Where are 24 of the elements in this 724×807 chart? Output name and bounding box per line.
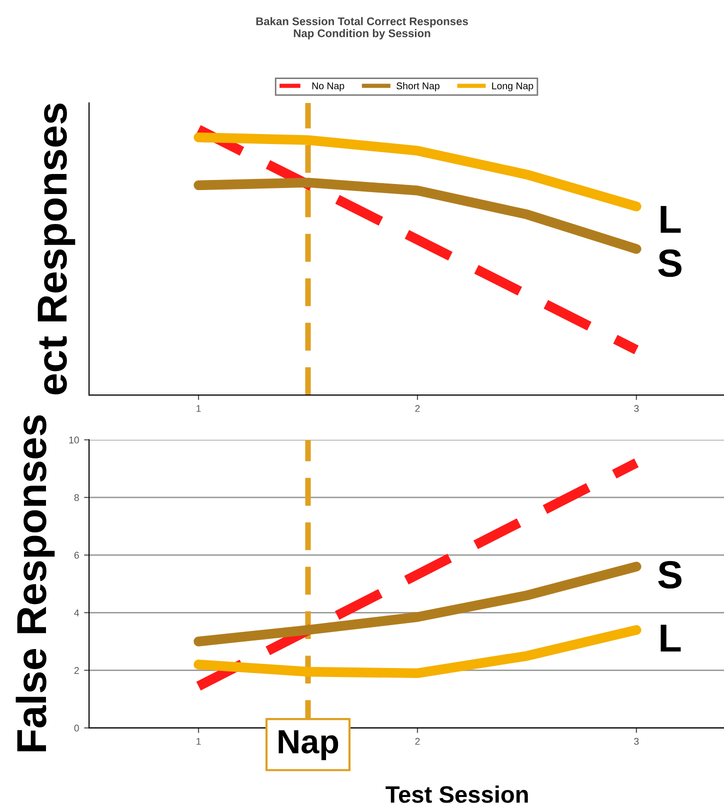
y-tick-label: 10 <box>69 436 79 444</box>
y-tick-label: 0 <box>74 724 79 732</box>
y-axis-title: ect Responses <box>38 104 76 394</box>
y-tick-label: 6 <box>74 552 79 559</box>
chart-title: Bakan Session Total Correct Responses Nap Condition by Session <box>256 17 468 40</box>
y-tick-label: 2 <box>74 667 79 674</box>
y-tick-label: 4 <box>74 610 80 616</box>
x-tick-label: 1 <box>196 738 201 745</box>
annotation: S <box>658 561 682 589</box>
x-tick-label: 1 <box>196 405 201 412</box>
legend-label: Long Nap <box>492 82 534 92</box>
legend-label: No Nap <box>312 82 344 92</box>
x-tick-label: 3 <box>634 738 639 745</box>
ref-line-label: Nap <box>278 730 338 760</box>
legend-label: Short Nap <box>396 82 440 92</box>
annotation: L <box>660 624 681 652</box>
annotation: L <box>660 206 681 233</box>
x-tick-label: 2 <box>415 405 420 412</box>
y-tick-label: 8 <box>74 494 79 502</box>
x-axis-title: Test Session <box>386 786 528 803</box>
x-tick-label: 2 <box>415 738 420 745</box>
x-tick-label: 3 <box>634 405 639 412</box>
annotation: S <box>658 249 682 277</box>
y-axis-title: False Responses <box>16 415 55 752</box>
